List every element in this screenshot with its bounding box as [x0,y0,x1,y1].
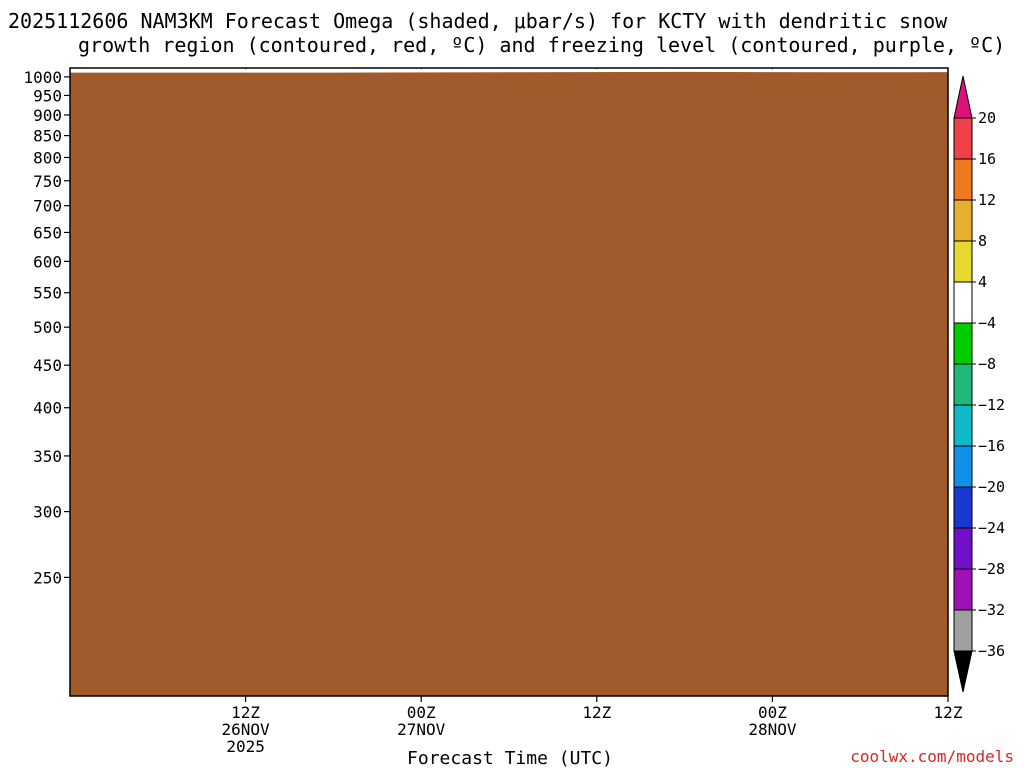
y-tick-label-1000: 1000 [23,68,62,87]
y-tick-label-400: 400 [33,399,62,418]
colorbar-swatch-8 [953,445,973,488]
colorbar-label-7: −12 [978,396,1005,414]
y-axis: 250 300 350 400 450 500 550 600 650 700 750 800 850 9… [23,68,70,587]
colorbar-label-5: −4 [978,314,996,332]
colorbar-label-12: −32 [978,601,1005,619]
colorbar-swatch-7 [953,404,973,447]
colorbar-swatch-3 [953,240,973,283]
x-axis-label: Forecast Time (UTC) [407,748,613,768]
colorbar-label-8: −16 [978,437,1005,455]
y-tick-label-950: 950 [33,86,62,105]
x-tick-label-30-0: 12Z [582,703,611,722]
terrain-fill [70,71,948,696]
x-tick-label-6-1: 26NOV [222,720,271,739]
x-tick-label-42-0: 00Z [758,703,787,722]
y-tick-label-750: 750 [33,172,62,191]
y-tick-label-850: 850 [33,127,62,146]
y-tick-label-350: 350 [33,447,62,466]
colorbar-swatch-12 [953,609,973,652]
x-tick-label-18-1: 27NOV [397,720,446,739]
title-line-2: growth region (contoured, red, ºC) and f… [78,33,1005,57]
colorbar-top-arrow [953,75,973,119]
colorbar-swatch-11 [953,568,973,611]
y-tick-label-550: 550 [33,284,62,303]
colorbar: 20 16 12 8 4 −4 −8 −12 −16 −20 −24 −28 −32 −36 [953,75,1005,693]
colorbar-swatch-5 [953,322,973,365]
x-tick-label-18-0: 00Z [407,703,436,722]
colorbar-label-10: −24 [978,519,1005,537]
chart-title: 2025112606 NAM3KM Forecast Omega (shaded… [8,9,1005,57]
y-tick-label-800: 800 [33,148,62,167]
colorbar-label-6: −8 [978,355,996,373]
colorbar-label-3: 8 [978,232,987,250]
colorbar-label-4: 4 [978,273,987,291]
y-tick-label-900: 900 [33,106,62,125]
plot-frame [69,67,949,697]
credit-text: coolwx.com/models [850,747,1014,766]
x-tick-label-42-1: 28NOV [748,720,797,739]
colorbar-label-13: −36 [978,642,1005,660]
x-tick-label-6-0: 12Z [231,703,260,722]
colorbar-swatch-6 [953,363,973,406]
y-tick-label-600: 600 [33,252,62,271]
colorbar-label-2: 12 [978,191,996,209]
colorbar-swatch-9 [953,486,973,529]
y-tick-label-700: 700 [33,197,62,216]
y-tick-label-300: 300 [33,503,62,522]
colorbar-label-0: 20 [978,109,996,127]
colorbar-label-11: −28 [978,560,1005,578]
colorbar-swatch-1 [953,158,973,201]
colorbar-label-9: −20 [978,478,1005,496]
plot-area: -18-18-12-12-12000 [69,67,949,697]
colorbar-swatch-4 [953,281,973,324]
colorbar-bottom-arrow [953,650,973,693]
y-tick-label-450: 450 [33,356,62,375]
colorbar-swatch-0 [953,117,973,160]
terrain [70,71,948,696]
y-tick-label-250: 250 [33,568,62,587]
colorbar-swatch-10 [953,527,973,570]
x-tick-label-6-2: 2025 [226,737,265,756]
x-tick-label-54-0: 12Z [934,703,963,722]
title-line-1: 2025112606 NAM3KM Forecast Omega (shaded… [8,9,948,33]
y-tick-label-500: 500 [33,318,62,337]
colorbar-swatch-2 [953,199,973,242]
y-tick-label-650: 650 [33,223,62,242]
colorbar-label-1: 16 [978,150,996,168]
